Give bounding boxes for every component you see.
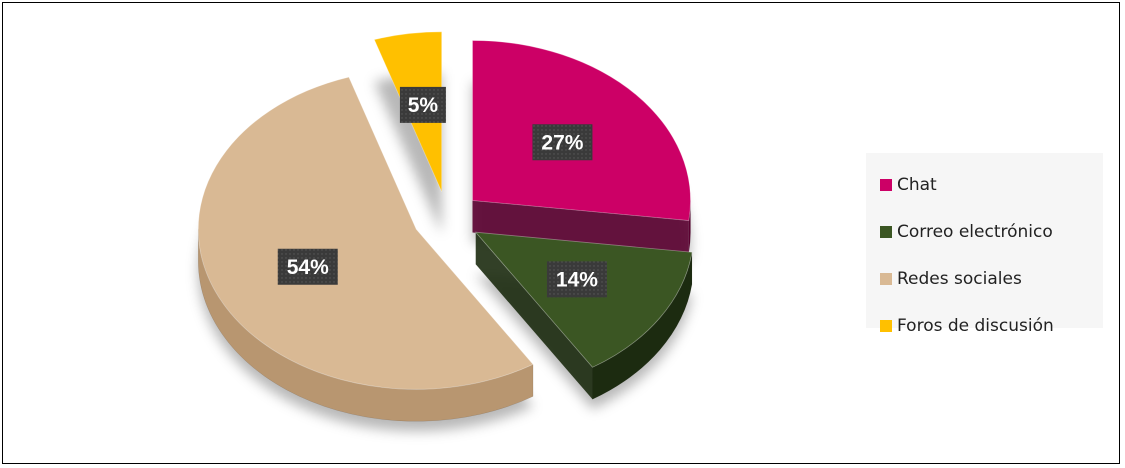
data-label-redes: 54% (287, 256, 329, 279)
legend-swatch-foros (880, 319, 892, 332)
data-label-box-foros (399, 86, 446, 123)
legend-item-foros: Foros de discusión (880, 302, 1103, 349)
data-label-correo: 14% (556, 268, 598, 291)
data-label-box-correo (546, 261, 607, 298)
legend-label-foros: Foros de discusión (897, 315, 1054, 336)
legend-swatch-redes (880, 272, 892, 285)
legend-swatch-chat (880, 178, 892, 191)
legend-item-redes: Redes sociales (880, 255, 1103, 302)
pie-cut-face-chat-1 (472, 200, 689, 253)
pie-slice-redes (197, 76, 534, 390)
legend-item-correo: Correo electrónico (880, 208, 1103, 255)
pie-cut-face-correo-1 (475, 232, 593, 400)
data-label-box-chat (532, 124, 593, 161)
data-label-chat: 27% (541, 131, 583, 154)
data-label-box-redes (277, 248, 338, 285)
legend: Chat Correo electrónico Redes sociales F… (866, 153, 1103, 336)
legend-label-correo: Correo electrónico (897, 221, 1053, 242)
data-label-foros: 5% (408, 94, 439, 117)
legend-label-redes: Redes sociales (897, 268, 1022, 289)
legend-swatch-correo (880, 225, 892, 238)
legend-label-chat: Chat (897, 174, 937, 195)
legend-item-chat: Chat (880, 161, 1103, 208)
pie-slice-correo (474, 231, 693, 368)
